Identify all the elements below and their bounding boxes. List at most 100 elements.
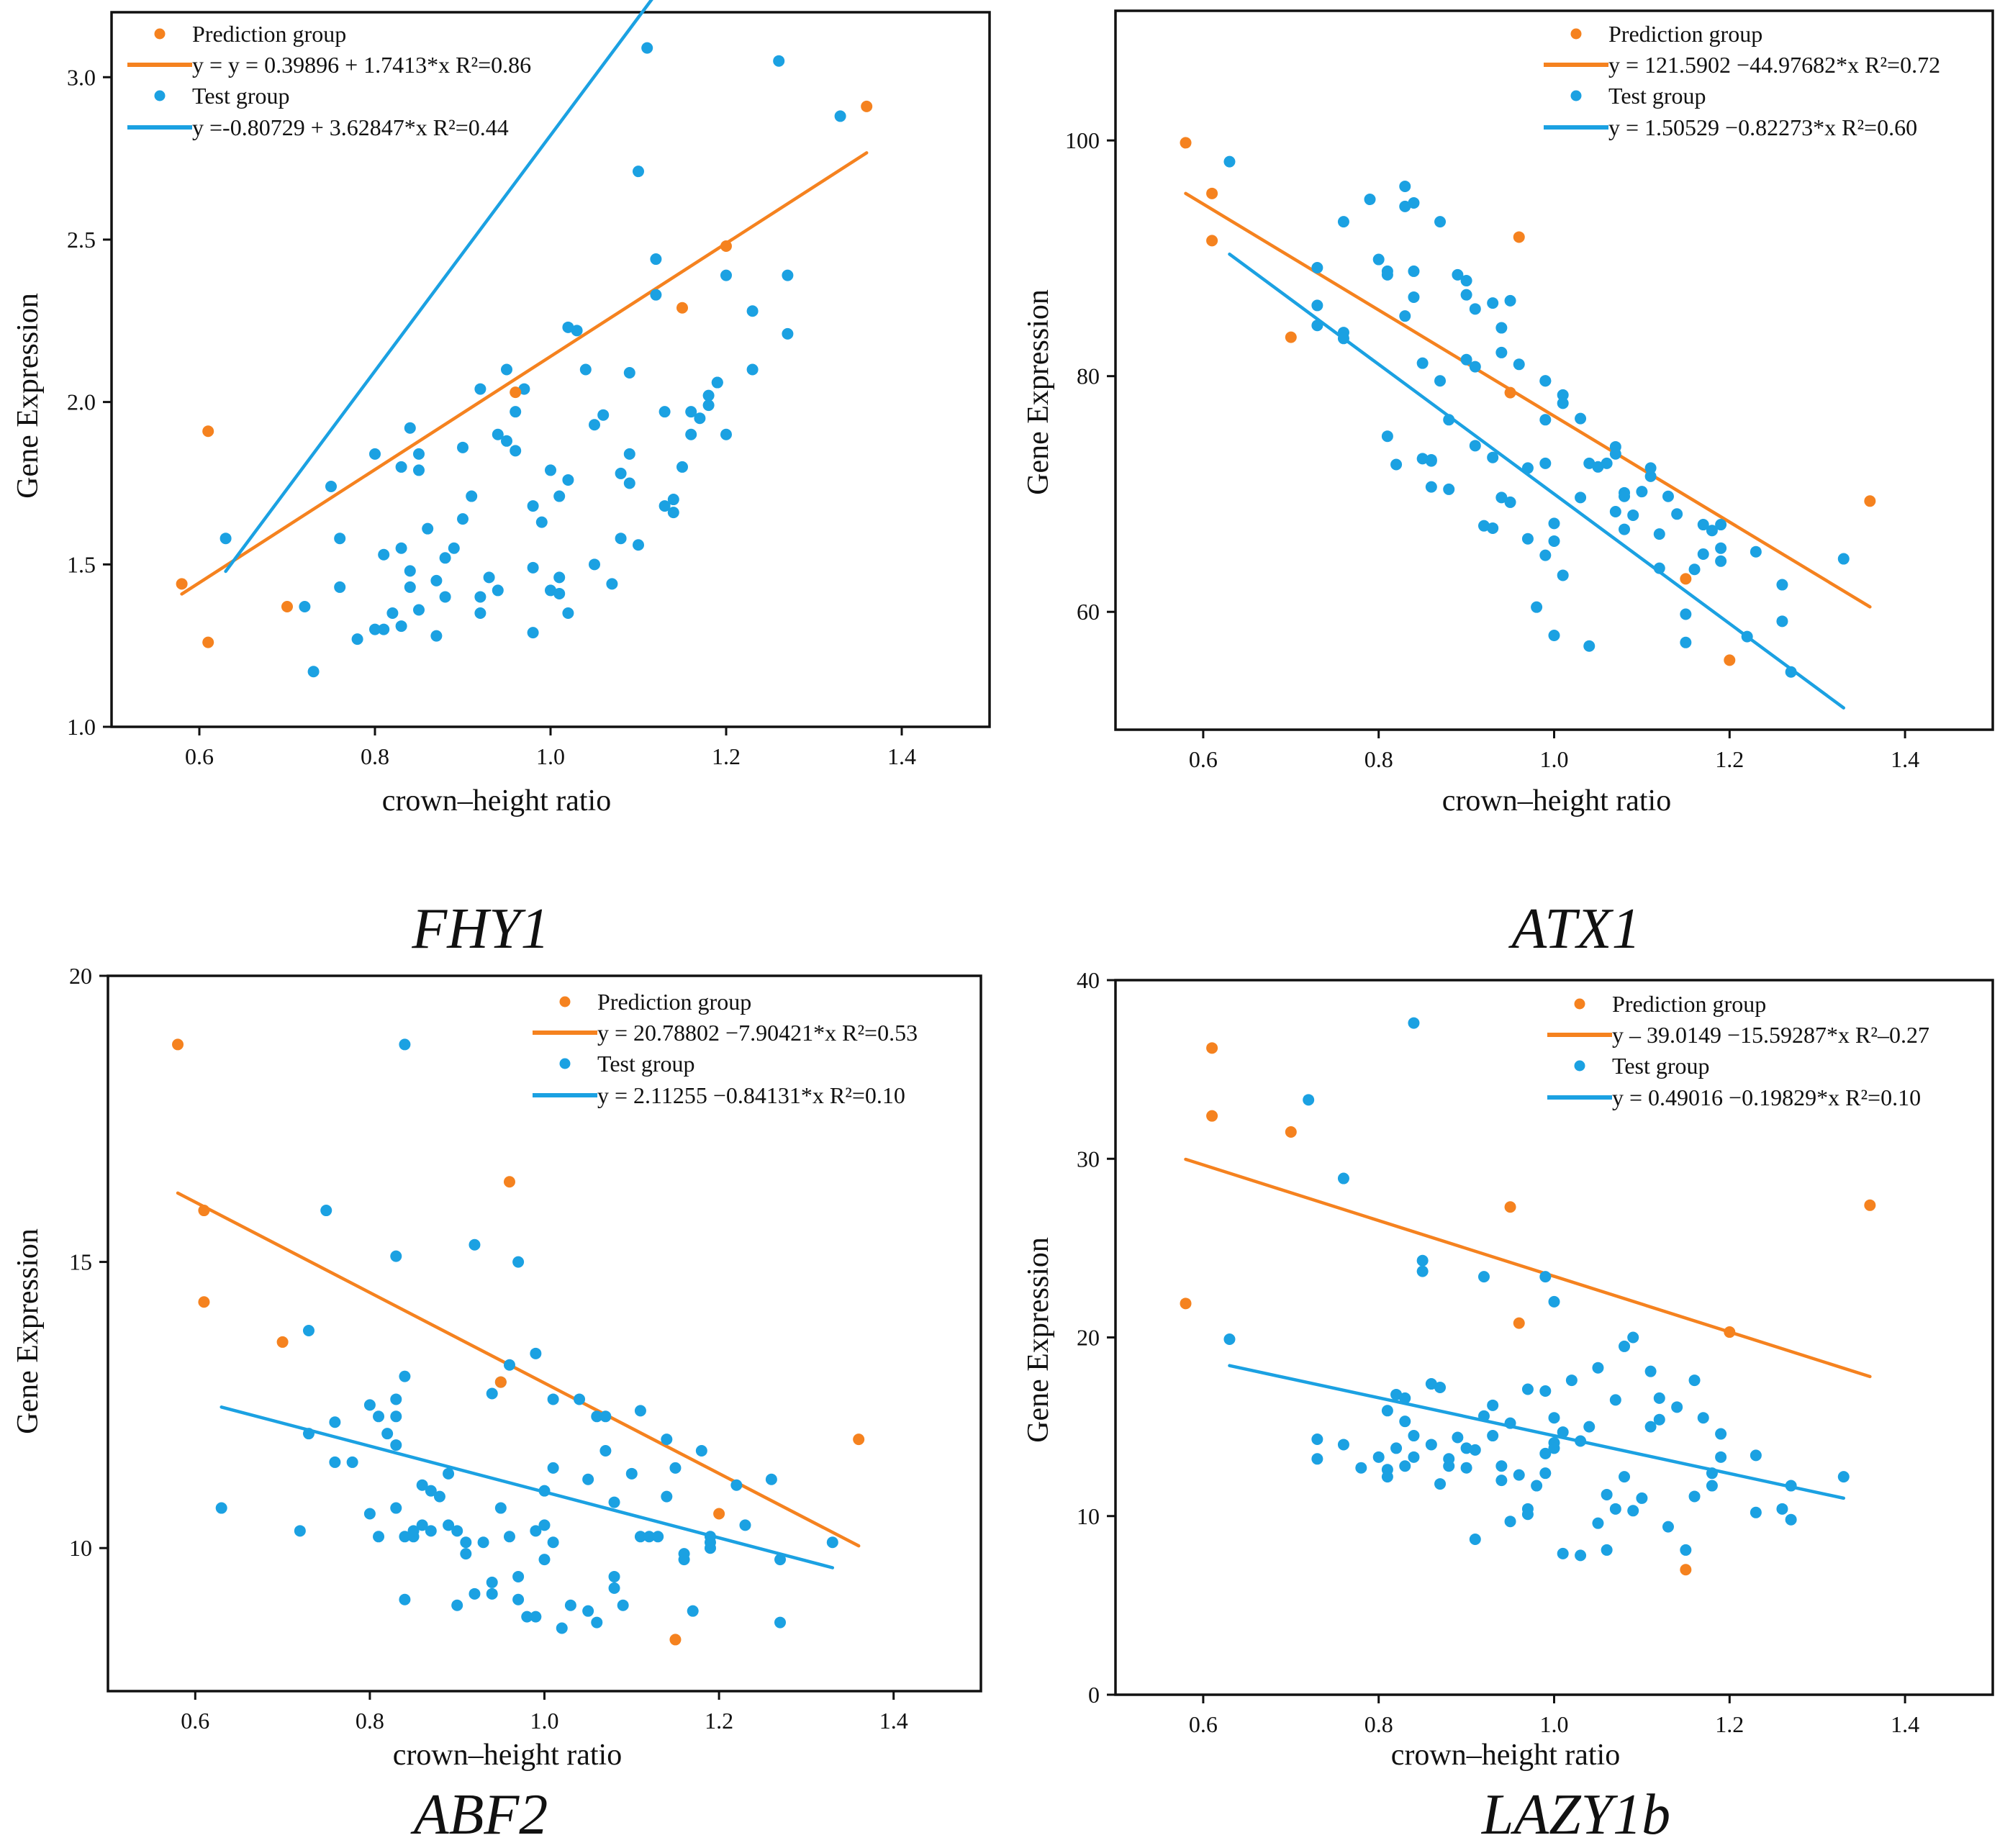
data-point [1548, 517, 1560, 530]
x-tick-label: 1.2 [712, 743, 741, 769]
data-point [1619, 490, 1631, 502]
y-tick-label: 0 [1088, 1682, 1100, 1708]
x-tick-label: 0.8 [1364, 746, 1393, 772]
data-point [302, 1325, 314, 1337]
data-point [1697, 548, 1709, 560]
data-point [325, 480, 337, 492]
data-point [562, 474, 574, 486]
data-point [676, 461, 688, 473]
data-point [443, 1467, 455, 1480]
legend-test-fit-label: y =-0.80729 + 3.62847*x R²=0.44 [192, 114, 509, 140]
data-point [390, 1502, 402, 1514]
data-point [1443, 414, 1455, 426]
data-point [730, 1479, 743, 1491]
data-point [486, 1576, 498, 1588]
x-tick-label: 1.2 [705, 1708, 733, 1734]
y-axis-ticks: 10 15 20 [69, 963, 108, 1561]
data-point [1469, 1444, 1481, 1456]
data-point [1223, 155, 1236, 168]
x-axis-ticks: 0.6 0.8 1.0 1.2 1.4 [1189, 730, 1919, 772]
legend-test-fit-label: y = 1.50529 −0.82273*x R²=0.60 [1608, 114, 1917, 140]
data-point [1724, 1326, 1736, 1339]
x-axis-ticks: 0.6 0.8 1.0 1.2 1.4 [185, 727, 916, 769]
data-point [1504, 1201, 1516, 1213]
data-point [1180, 1297, 1192, 1310]
y-axis-label: Gene Expression [1022, 289, 1055, 495]
data-point [597, 409, 610, 421]
data-point [294, 1525, 306, 1537]
data-point [503, 1359, 515, 1371]
data-point [425, 1485, 437, 1497]
legend-prediction-label: Prediction group [597, 989, 751, 1015]
data-point [1565, 1374, 1578, 1387]
data-point [1408, 1451, 1420, 1463]
data-points [1180, 137, 1876, 678]
data-point [1609, 1394, 1621, 1406]
legend-prediction-label: Prediction group [192, 21, 346, 47]
data-point [404, 565, 416, 577]
data-point [608, 1496, 620, 1508]
data-point [373, 1410, 385, 1423]
data-point [1688, 563, 1701, 576]
y-tick-label: 1.0 [67, 714, 96, 740]
data-point [1575, 1549, 1587, 1562]
x-tick-label: 0.6 [1189, 746, 1218, 772]
data-point [1557, 389, 1569, 401]
data-point [1680, 1544, 1692, 1556]
data-point [538, 1554, 551, 1566]
data-point [1513, 1317, 1525, 1329]
x-tick-label: 1.0 [1540, 746, 1569, 772]
data-point [1504, 1417, 1516, 1429]
data-point [545, 584, 556, 597]
y-axis-ticks: 0 10 20 30 40 [1077, 967, 1115, 1708]
data-point [1425, 1439, 1437, 1451]
data-point [329, 1456, 341, 1468]
data-point [1477, 520, 1490, 532]
data-point [1434, 1382, 1447, 1394]
data-point [1372, 253, 1385, 266]
legend-test-label: Test group [597, 1051, 695, 1077]
data-point [773, 55, 785, 67]
data-point [1311, 1453, 1323, 1465]
x-axis-label: crown–height ratio [1391, 1739, 1620, 1772]
data-point [1662, 1521, 1674, 1533]
data-point [1583, 457, 1596, 469]
data-point [1337, 216, 1349, 228]
data-point [494, 1376, 507, 1388]
data-point [1671, 508, 1683, 520]
data-point [650, 253, 662, 266]
data-point [530, 1525, 542, 1537]
panel-fhy1: 1.0 1.5 2.0 2.5 3.0 0.6 0.8 1.0 1.2 1.4 Predicti… [12, 0, 991, 961]
data-point [1206, 1042, 1218, 1054]
data-point [1531, 601, 1543, 613]
data-point [1495, 322, 1508, 334]
data-point [589, 419, 600, 431]
data-point [477, 1536, 489, 1549]
data-point [443, 1519, 455, 1531]
data-point [545, 464, 556, 476]
legend-prediction-fit-label: y = 20.78802 −7.90421*x R²=0.53 [597, 1020, 918, 1046]
data-point [474, 591, 486, 603]
data-point [1521, 1508, 1534, 1521]
data-point [1539, 1447, 1552, 1459]
data-point [172, 1038, 184, 1051]
data-point [1513, 358, 1525, 371]
data-point [1408, 291, 1420, 303]
data-point [1627, 1505, 1639, 1517]
data-point [1425, 481, 1437, 493]
data-point [1504, 386, 1516, 399]
data-point [486, 1587, 498, 1600]
data-point [1548, 535, 1560, 547]
panel-abf2: 10 15 20 0.6 0.8 1.0 1.2 1.4 Prediction group … [12, 963, 982, 1847]
data-point [512, 1570, 525, 1582]
y-tick-label: 2.0 [67, 389, 96, 415]
data-point [1399, 1392, 1411, 1404]
data-point [1539, 375, 1552, 387]
data-point [746, 305, 759, 317]
data-point [474, 383, 486, 395]
data-point [774, 1616, 787, 1629]
data-point [1495, 492, 1508, 504]
data-point [720, 269, 732, 281]
data-point [1416, 1254, 1429, 1267]
data-point [413, 604, 425, 616]
